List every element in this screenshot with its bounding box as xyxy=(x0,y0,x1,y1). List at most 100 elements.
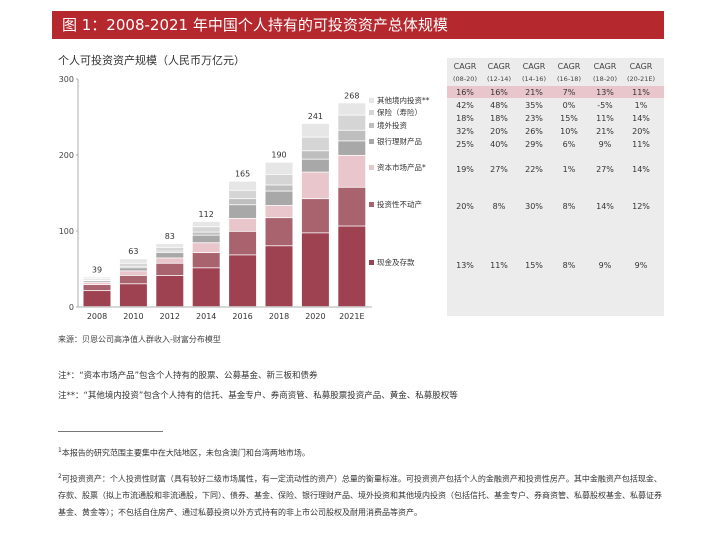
table-cell: 1% xyxy=(563,165,576,174)
table-cell: 22% xyxy=(525,165,543,174)
bar-segment-3 xyxy=(156,253,184,258)
table-cell: 9% xyxy=(599,261,612,270)
bar-total-label: 241 xyxy=(308,112,323,121)
bar-total-label: 190 xyxy=(271,151,286,160)
bar-segment-2 xyxy=(83,282,111,285)
bar-segment-4 xyxy=(338,130,366,141)
table-total-row-bg xyxy=(447,86,664,98)
bar-total-label: 268 xyxy=(344,91,359,100)
bar-segment-6 xyxy=(301,123,329,137)
table-cell: 20% xyxy=(632,127,650,136)
table-header-bottom: (20-21E) xyxy=(627,75,655,83)
table-cell: 18% xyxy=(490,114,508,123)
bar-segment-1 xyxy=(119,275,147,284)
bar-segment-2 xyxy=(119,271,147,276)
table-cell: 29% xyxy=(525,140,543,149)
bar-segment-0 xyxy=(338,226,366,307)
source-note: 来源：贝恩公司高净值人群收入-财富分布模型 xyxy=(58,335,221,344)
x-tick-label: 2014 xyxy=(196,312,216,321)
bar-segment-1 xyxy=(192,253,220,268)
figure-title: 图 1：2008-2021 年中国个人持有的可投资资产总体规模 xyxy=(52,11,664,39)
bar-segment-2 xyxy=(229,218,257,231)
bar-segment-3 xyxy=(265,191,293,206)
bar-segment-4 xyxy=(301,151,329,159)
table-header-bottom: (16-18) xyxy=(557,75,581,83)
table-cell: 26% xyxy=(525,127,543,136)
bar-segment-3 xyxy=(301,159,329,172)
bar-segment-3 xyxy=(338,141,366,155)
bar-segment-4 xyxy=(265,185,293,191)
table-cell: 42% xyxy=(456,101,474,110)
bar-segment-1 xyxy=(265,218,293,246)
legend-swatch-3 xyxy=(369,139,374,144)
bar-total-label: 165 xyxy=(235,170,250,179)
x-tick-label: 2021E xyxy=(339,312,364,321)
bar-total-label: 112 xyxy=(199,210,214,219)
bar-segment-5 xyxy=(229,190,257,199)
table-cell: 19% xyxy=(456,165,474,174)
bar-segment-0 xyxy=(192,268,220,307)
table-cell: 8% xyxy=(563,261,576,270)
legend-label-5: 保险（寿险） xyxy=(377,107,422,117)
table-cell: 27% xyxy=(596,165,614,174)
legend-label-3: 银行理财产品 xyxy=(377,136,422,146)
x-tick-label: 2020 xyxy=(305,312,325,321)
bar-total-label: 39 xyxy=(92,265,102,274)
table-cell: 8% xyxy=(563,202,576,211)
legend-swatch-2 xyxy=(369,165,374,170)
bar-segment-0 xyxy=(265,246,293,307)
table-cell: 11% xyxy=(596,114,614,123)
bar-segment-5 xyxy=(83,278,111,280)
bar-segment-1 xyxy=(83,284,111,291)
stacked-bar-chart: 0 100 200 300 39 2008 63 2010 83 2012 112 2014 165 20… xyxy=(59,62,664,321)
table-cell: 14% xyxy=(596,202,614,211)
legend-label-0: 现金及存款 xyxy=(377,257,415,267)
legend-swatch-1 xyxy=(369,202,374,207)
table-total-cell: 16% xyxy=(456,88,474,97)
cagr-table-panel xyxy=(447,58,664,316)
y-tick-label: 300 xyxy=(59,75,74,84)
table-cell: -5% xyxy=(597,101,613,110)
bar-segment-1 xyxy=(156,263,184,276)
legend-label-4: 境外投资 xyxy=(377,120,407,130)
bar-segment-0 xyxy=(119,284,147,307)
bar-segment-0 xyxy=(301,233,329,307)
table-header-top: CAGR xyxy=(594,62,617,71)
bar-segment-4 xyxy=(229,199,257,205)
footnote-2: 2可投资资产：个人投资性财富（具有较好二级市场属性，有一定流动性的资产）总量的衡… xyxy=(58,472,662,518)
notes: 注*：“资本市场产品”包含个人持有的股票、公募基金、新三板和债券 注**：“其他… xyxy=(58,366,458,406)
table-total-cell: 7% xyxy=(563,88,576,97)
bar-segment-3 xyxy=(119,268,147,271)
table-header-top: CAGR xyxy=(454,62,477,71)
bar-segment-3 xyxy=(192,235,220,243)
bar-segment-2 xyxy=(265,205,293,218)
table-total-cell: 13% xyxy=(596,88,614,97)
bar-segment-3 xyxy=(83,281,111,282)
bar-segment-1 xyxy=(301,199,329,233)
note-other-domestic: 注**：“其他境内投资”包含个人持有的信托、基金专户、券商资管、私募股票投资产品… xyxy=(58,391,458,401)
table-cell: 14% xyxy=(632,114,650,123)
legend-label-2: 资本市场产品* xyxy=(377,162,426,172)
bar-segment-6 xyxy=(265,162,293,174)
table-cell: 12% xyxy=(632,202,650,211)
footnotes: 1本报告的研究范围主要集中在大陆地区，未包含澳门和台湾两地市场。 2可投资资产：… xyxy=(58,442,668,521)
table-header-top: CAGR xyxy=(558,62,581,71)
bar-segment-1 xyxy=(338,187,366,226)
table-cell: 30% xyxy=(525,202,543,211)
table-cell: 20% xyxy=(456,202,474,211)
table-cell: 40% xyxy=(490,140,508,149)
table-cell: 18% xyxy=(456,114,474,123)
bar-segment-0 xyxy=(83,291,111,307)
table-cell: 25% xyxy=(456,140,474,149)
bar-segment-5 xyxy=(265,174,293,185)
legend-label-1: 投资性不动产 xyxy=(377,199,422,209)
bar-segment-2 xyxy=(156,258,184,263)
bar-segment-6 xyxy=(156,243,184,247)
table-cell: 0% xyxy=(563,101,576,110)
bar-segment-6 xyxy=(119,259,147,263)
bar-segment-5 xyxy=(338,115,366,130)
footnote-divider xyxy=(58,431,163,432)
table-header-top: CAGR xyxy=(523,62,546,71)
table-total-cell: 11% xyxy=(632,88,650,97)
table-cell: 15% xyxy=(560,114,578,123)
